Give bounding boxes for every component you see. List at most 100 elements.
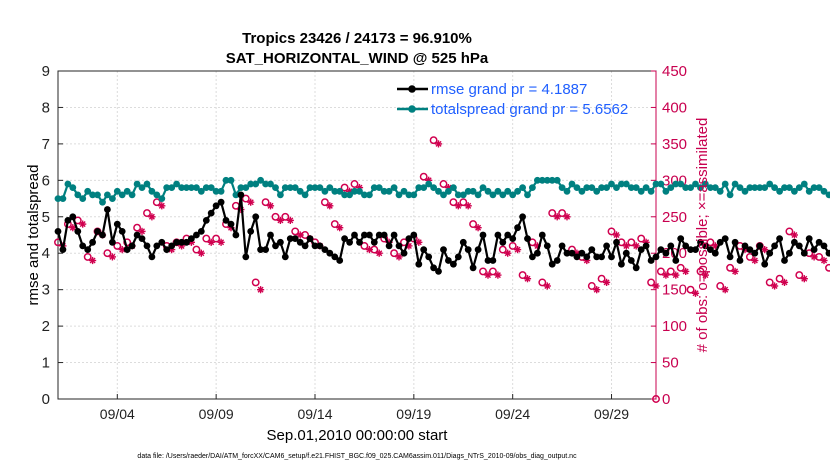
obs-assimilated-stroke (514, 246, 521, 253)
obs-assimilated-stroke (623, 242, 630, 249)
spread-marker (232, 191, 240, 199)
rmse-marker (573, 253, 581, 261)
rmse-marker (499, 238, 507, 246)
spread-marker (212, 187, 220, 195)
rmse-marker (716, 238, 724, 246)
rmse-marker (702, 242, 709, 250)
obs-assimilated-marker (662, 271, 670, 279)
obs-assimilated-marker (415, 238, 423, 246)
rmse-marker (741, 242, 749, 250)
rmse-marker (148, 253, 156, 261)
rmse-marker (538, 231, 546, 239)
rmse-marker (336, 257, 344, 264)
rmse-marker (316, 242, 324, 250)
rmse-marker (736, 257, 744, 264)
obs-possible-marker (647, 278, 656, 287)
obs-assimilated-marker (217, 238, 225, 246)
spread-marker (207, 184, 215, 192)
spread-marker (682, 184, 690, 192)
y-left-ticks: 0 1 2 3 4 5 6 7 8 9 (42, 63, 63, 408)
rmse-marker (608, 253, 615, 261)
obs-assimilated-stroke (247, 199, 254, 206)
spread-marker (296, 187, 304, 195)
rmse-marker (227, 220, 235, 228)
obs-possible-marker (518, 271, 527, 280)
obs-possible-marker (320, 198, 329, 207)
rmse-marker (267, 231, 274, 239)
obs-assimilated-stroke (653, 283, 659, 289)
spread-marker (54, 195, 62, 203)
rmse-marker (346, 238, 353, 246)
spread-marker (583, 184, 591, 192)
x-tick-label: 09/24 (495, 406, 530, 422)
y-left-tick-label: 5 (42, 209, 50, 226)
obs-possible-marker (597, 274, 606, 283)
obs-possible-marker (330, 220, 339, 229)
y-right-tick-label: 150 (662, 282, 687, 299)
y-right-tick-label: 50 (662, 355, 679, 372)
spread-marker (558, 184, 566, 192)
obs-possible-marker (627, 238, 636, 247)
x-tick-label: 09/09 (199, 406, 234, 422)
rmse-marker (440, 246, 447, 254)
rmse-marker (464, 246, 472, 254)
spread-marker (489, 191, 497, 199)
spread-marker (336, 187, 344, 195)
obs-possible-marker (607, 227, 616, 236)
y-left-tick-label: 7 (42, 136, 50, 153)
obs-assimilated-stroke (722, 286, 729, 293)
rmse-marker (69, 213, 77, 221)
obs-possible-marker (419, 172, 428, 181)
rmse-marker (247, 228, 255, 235)
rmse-marker (459, 238, 467, 246)
rmse-marker (370, 238, 378, 246)
obs-assimilated-stroke (208, 239, 215, 246)
spread-marker (494, 187, 502, 195)
obs-possible-marker (558, 209, 567, 218)
obs-assimilated-marker (800, 275, 808, 283)
spread-marker (217, 187, 225, 195)
obs-assimilated-marker (514, 246, 522, 254)
spread-marker (504, 187, 512, 195)
spread-marker (281, 184, 289, 192)
obs-assimilated-stroke (524, 275, 531, 282)
rmse-marker (341, 235, 348, 243)
obs-assimilated-stroke (603, 279, 610, 286)
obs-possible-marker (745, 252, 754, 261)
rmse-marker (543, 242, 551, 250)
spread-marker (766, 180, 774, 188)
spread-marker (99, 198, 106, 206)
rmse-marker (178, 238, 186, 246)
obs-zero-marker (652, 395, 660, 403)
spread-marker (395, 191, 403, 199)
spread-marker (454, 191, 462, 199)
rmse-marker (207, 209, 215, 217)
rmse-marker (622, 249, 630, 257)
spread-marker (148, 187, 156, 195)
spread-marker (272, 184, 279, 192)
obs-possible-marker (83, 252, 92, 261)
spread-marker (237, 184, 245, 192)
x-tick-label: 09/29 (594, 406, 629, 422)
rmse-marker (242, 253, 250, 261)
obs-assimilated-stroke (494, 272, 501, 279)
spread-marker (672, 180, 680, 188)
spread-marker (618, 180, 625, 188)
rmse-marker (301, 242, 309, 250)
spread-marker (252, 180, 260, 188)
spread-marker (104, 191, 111, 199)
obs-assimilated-marker (603, 278, 611, 286)
spread-marker (800, 180, 808, 188)
spread-marker (306, 184, 314, 192)
obs-assimilated-stroke (811, 253, 818, 260)
obs-assimilated-marker (810, 253, 818, 261)
rmse-marker (504, 231, 512, 239)
spread-marker (361, 191, 368, 199)
spread-marker (163, 184, 171, 192)
rmse-marker (489, 257, 497, 264)
obs-possible-marker (291, 227, 300, 236)
obs-assimilated-marker (682, 267, 690, 275)
spread-marker (524, 191, 531, 199)
y-left-tick-label: 8 (42, 99, 50, 116)
spread-marker (464, 187, 472, 195)
